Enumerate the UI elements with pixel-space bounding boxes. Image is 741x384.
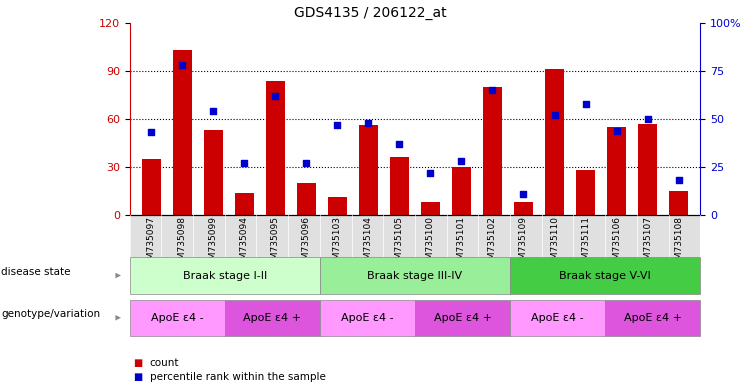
Text: disease state: disease state bbox=[1, 266, 71, 277]
Point bbox=[579, 101, 591, 107]
Bar bbox=[514, 202, 533, 215]
Point bbox=[176, 62, 188, 68]
Text: percentile rank within the sample: percentile rank within the sample bbox=[150, 372, 325, 382]
Bar bbox=[328, 197, 347, 215]
Text: Braak stage III-IV: Braak stage III-IV bbox=[368, 270, 462, 281]
Bar bbox=[669, 191, 688, 215]
Text: ApoE ε4 +: ApoE ε4 + bbox=[243, 313, 302, 323]
Point bbox=[301, 160, 313, 166]
Text: ApoE ε4 -: ApoE ε4 - bbox=[341, 313, 393, 323]
Text: ■: ■ bbox=[133, 372, 142, 382]
Point bbox=[517, 191, 529, 197]
Text: ApoE ε4 +: ApoE ε4 + bbox=[433, 313, 491, 323]
Point bbox=[642, 116, 654, 122]
Point bbox=[611, 127, 622, 134]
Point bbox=[456, 158, 468, 164]
Text: count: count bbox=[150, 358, 179, 368]
Bar bbox=[452, 167, 471, 215]
Text: Braak stage V-VI: Braak stage V-VI bbox=[559, 270, 651, 281]
Bar bbox=[483, 87, 502, 215]
Bar bbox=[204, 130, 223, 215]
Bar bbox=[297, 183, 316, 215]
Point bbox=[487, 87, 499, 93]
Point bbox=[145, 129, 157, 136]
Point bbox=[239, 160, 250, 166]
Point bbox=[362, 120, 374, 126]
Bar bbox=[359, 126, 378, 215]
Text: ApoE ε4 +: ApoE ε4 + bbox=[624, 313, 682, 323]
Point bbox=[270, 93, 282, 99]
Point bbox=[331, 122, 343, 128]
Point bbox=[207, 108, 219, 114]
Point bbox=[425, 170, 436, 176]
Bar bbox=[266, 81, 285, 215]
Point bbox=[393, 141, 405, 147]
Bar bbox=[173, 50, 192, 215]
Text: GDS4135 / 206122_at: GDS4135 / 206122_at bbox=[294, 6, 447, 20]
Bar bbox=[391, 157, 409, 215]
Bar bbox=[607, 127, 626, 215]
Text: ApoE ε4 -: ApoE ε4 - bbox=[531, 313, 584, 323]
Bar bbox=[142, 159, 161, 215]
Text: Braak stage I-II: Braak stage I-II bbox=[182, 270, 267, 281]
Text: ApoE ε4 -: ApoE ε4 - bbox=[151, 313, 204, 323]
Text: genotype/variation: genotype/variation bbox=[1, 309, 101, 319]
Point bbox=[548, 112, 560, 118]
Point bbox=[673, 177, 685, 184]
Bar bbox=[545, 70, 564, 215]
Bar bbox=[638, 124, 657, 215]
Bar bbox=[235, 193, 253, 215]
Text: ■: ■ bbox=[133, 358, 142, 368]
Bar bbox=[576, 170, 595, 215]
Bar bbox=[421, 202, 439, 215]
